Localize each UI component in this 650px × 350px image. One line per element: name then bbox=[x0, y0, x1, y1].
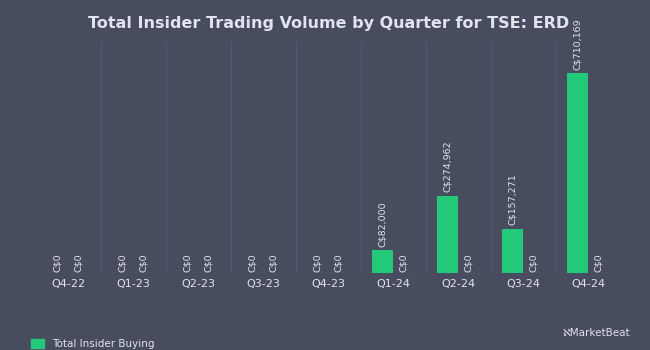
Bar bbox=[567, 73, 588, 273]
Text: C$710,169: C$710,169 bbox=[573, 18, 582, 70]
Bar bbox=[372, 250, 393, 273]
Text: C$0: C$0 bbox=[399, 253, 408, 272]
Text: C$0: C$0 bbox=[313, 253, 322, 272]
Bar bbox=[437, 196, 458, 273]
Text: C$0: C$0 bbox=[594, 253, 603, 272]
Text: C$0: C$0 bbox=[118, 253, 127, 272]
Text: C$0: C$0 bbox=[139, 253, 148, 272]
Text: C$0: C$0 bbox=[204, 253, 213, 272]
Legend: Total Insider Buying, Total Insider Selling: Total Insider Buying, Total Insider Sell… bbox=[31, 339, 155, 350]
Text: C$0: C$0 bbox=[269, 253, 278, 272]
Text: C$0: C$0 bbox=[248, 253, 257, 272]
Bar bbox=[502, 229, 523, 273]
Text: C$0: C$0 bbox=[53, 253, 62, 272]
Text: C$274,962: C$274,962 bbox=[443, 141, 452, 192]
Text: C$0: C$0 bbox=[464, 253, 473, 272]
Title: Total Insider Trading Volume by Quarter for TSE: ERD: Total Insider Trading Volume by Quarter … bbox=[88, 16, 569, 31]
Text: C$0: C$0 bbox=[183, 253, 192, 272]
Text: C$0: C$0 bbox=[529, 253, 538, 272]
Text: C$0: C$0 bbox=[74, 253, 83, 272]
Text: C$0: C$0 bbox=[334, 253, 343, 272]
Text: ℵMarketBeat: ℵMarketBeat bbox=[563, 328, 630, 338]
Text: C$157,271: C$157,271 bbox=[508, 174, 517, 225]
Text: C$82,000: C$82,000 bbox=[378, 201, 387, 246]
